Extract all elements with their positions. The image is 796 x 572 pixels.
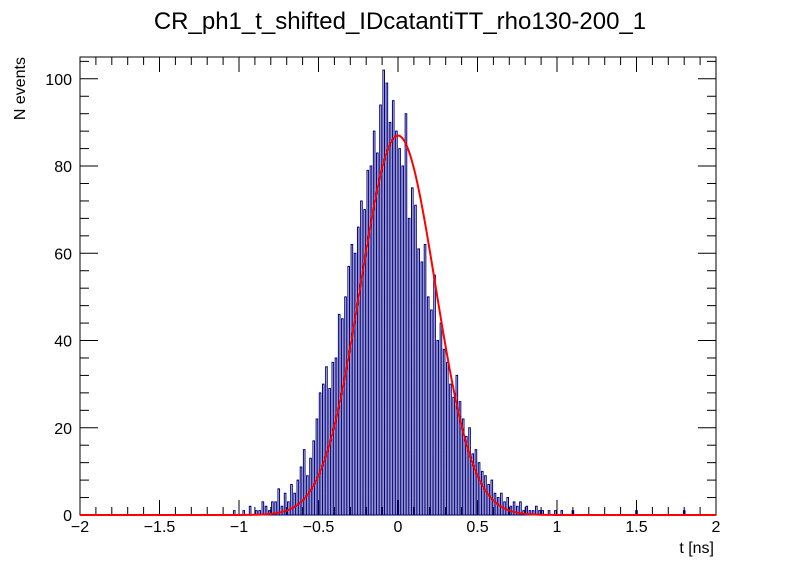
x-axis: [79, 57, 717, 515]
x-tick-label: −2: [71, 519, 89, 536]
chart-title: CR_ph1_t_shifted_IDcatantiTT_rho130-200_…: [154, 8, 646, 35]
gaussian-fit-curve: [80, 134, 716, 516]
y-tick-label: 60: [54, 246, 72, 263]
x-tick-label: 0.5: [466, 519, 488, 536]
x-axis-title: t [ns]: [679, 540, 714, 557]
y-tick-label: 80: [54, 159, 72, 176]
x-tick-label: −1.5: [144, 519, 176, 536]
y-axis: [80, 60, 716, 516]
y-tick-label: 20: [54, 421, 72, 438]
x-tick-label: 1: [553, 519, 562, 536]
y-tick-label: 100: [45, 72, 72, 89]
y-tick-label: 40: [54, 334, 72, 351]
y-tick-labels: 0 20 40 60 80 100: [45, 72, 72, 525]
y-tick-label: 0: [63, 508, 72, 525]
x-tick-label: 2: [712, 519, 721, 536]
x-tick-labels: −2 −1.5 −1 −0.5 0 0.5 1 1.5 2: [71, 519, 721, 536]
x-tick-label: −0.5: [303, 519, 335, 536]
plot-frame: [79, 56, 717, 516]
y-axis-title: N events: [12, 57, 29, 120]
histogram-series: [80, 69, 716, 516]
x-tick-label: 0: [394, 519, 403, 536]
x-tick-label: 1.5: [625, 519, 647, 536]
x-tick-label: −1: [230, 519, 248, 536]
